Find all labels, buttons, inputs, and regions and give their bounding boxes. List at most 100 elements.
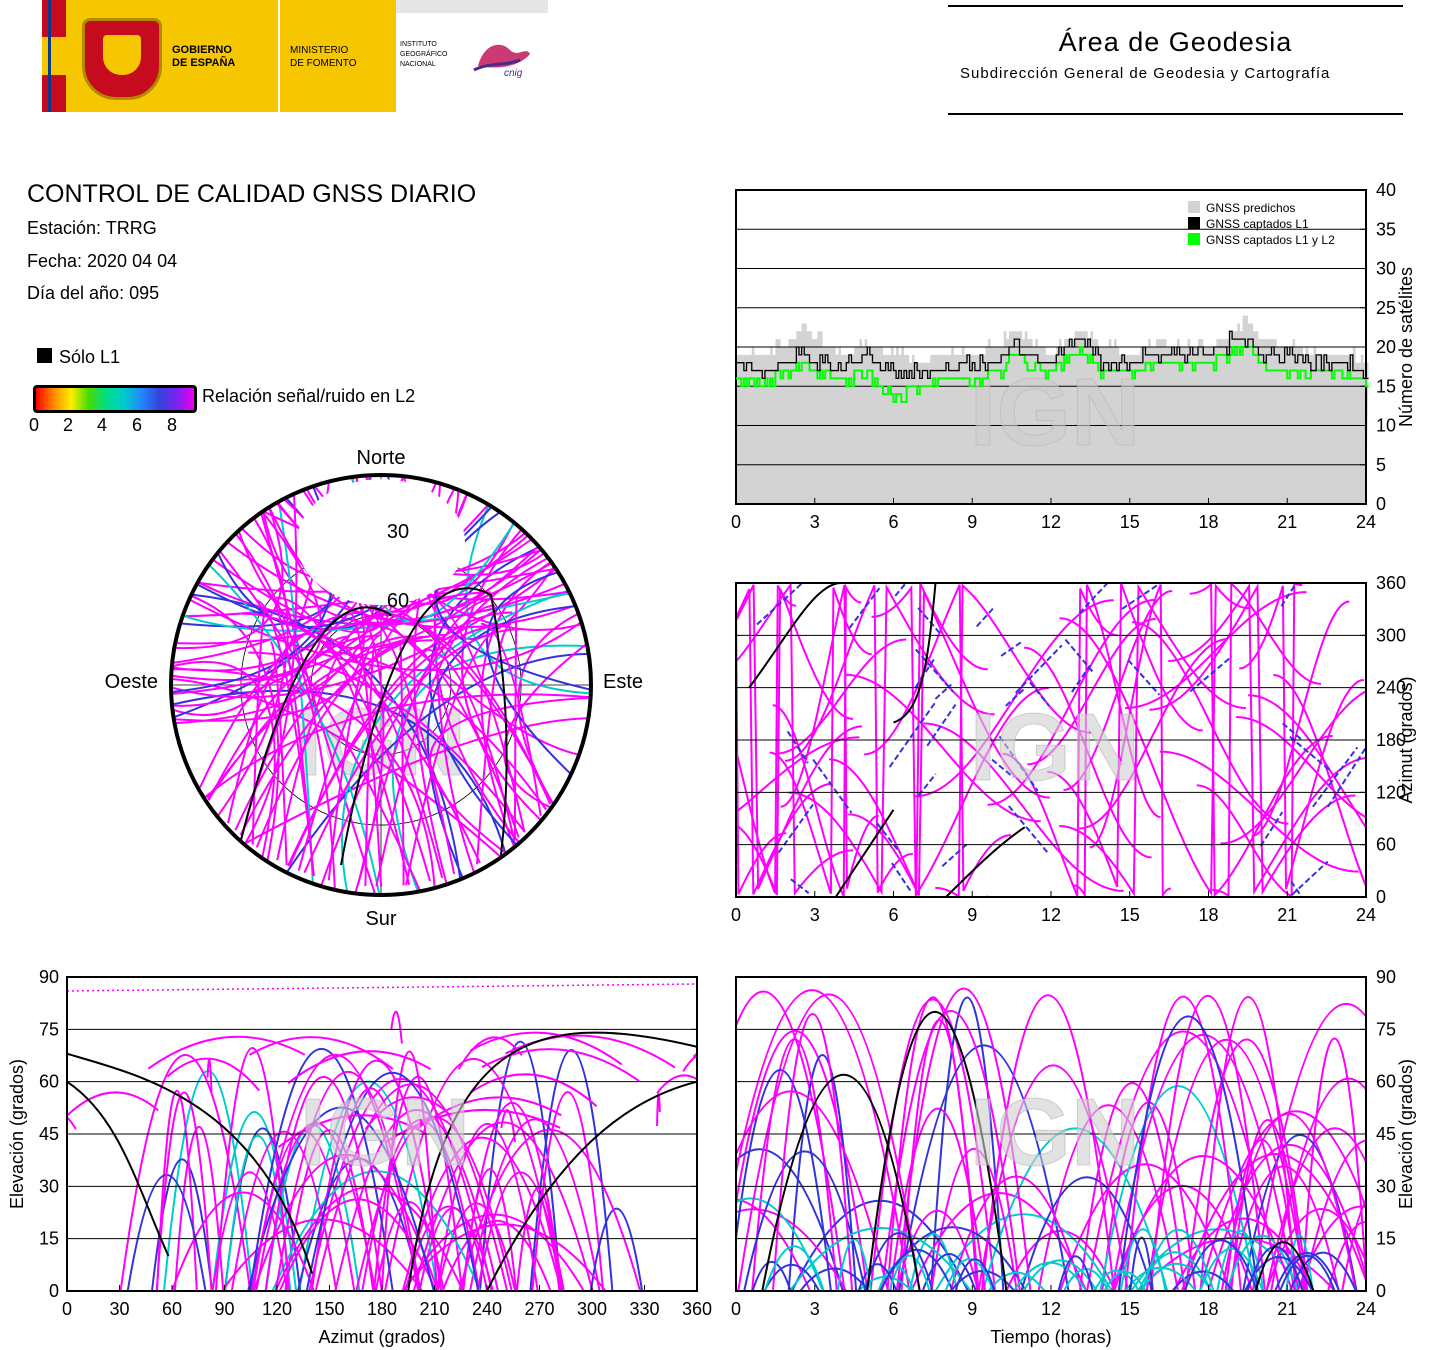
label-north: Norte xyxy=(357,447,406,469)
low-snr-track xyxy=(894,583,908,597)
elev-track xyxy=(211,1171,289,1291)
legend-swatch xyxy=(1188,233,1200,245)
y-tick-label: 300 xyxy=(1376,625,1406,645)
satellite-track xyxy=(1073,584,1161,897)
elev-arc xyxy=(1020,1176,1154,1291)
high-elev-track xyxy=(481,1048,640,1082)
elev-track xyxy=(173,1125,225,1291)
high-elev-track xyxy=(349,1087,387,1121)
legend-label: GNSS captados L1 y L2 xyxy=(1206,233,1335,247)
sky-track xyxy=(248,651,526,833)
elev-arc xyxy=(1099,1085,1257,1291)
y-tick-label: 60 xyxy=(39,1072,59,1092)
high-elev-track xyxy=(67,1115,77,1130)
satellite-track xyxy=(1251,600,1350,838)
report-title: CONTROL DE CALIDAD GNSS DIARIO xyxy=(27,180,477,208)
x-tick-label: 30 xyxy=(109,1299,129,1319)
satellite-track xyxy=(923,722,1124,892)
elev-track xyxy=(401,1136,563,1291)
x-tick-label: 60 xyxy=(162,1299,182,1319)
satellite-track xyxy=(1149,583,1356,896)
low-elev-arc xyxy=(877,1265,915,1291)
min-line2: DE FOMENTO xyxy=(290,58,357,69)
l1-only-track xyxy=(748,583,842,689)
y-tick-label: 60 xyxy=(1376,835,1396,855)
x-tick-label: 18 xyxy=(1198,1299,1218,1319)
sky-track xyxy=(465,504,591,695)
y-tick-label: 5 xyxy=(1376,455,1386,475)
satellites-chart: 0 5 10 15 20 25 30 35 40 0 3 6 9 12 15 18 21 24 Número de … xyxy=(731,180,1416,532)
x-tick-label: 6 xyxy=(888,512,898,532)
x-tick-label: 270 xyxy=(524,1299,554,1319)
y-axis-label: Elevación (grados) xyxy=(7,1059,27,1209)
elev-track xyxy=(380,1050,438,1291)
y-tick-label: 75 xyxy=(1376,1019,1396,1039)
elev-track xyxy=(214,1047,290,1291)
elev-arc xyxy=(982,1127,1169,1291)
sky-track xyxy=(416,590,526,833)
high-elev-track xyxy=(656,1093,661,1127)
y-tick-label: 15 xyxy=(1376,1229,1396,1249)
elev-arc xyxy=(1199,1110,1366,1291)
x-tick-label: 24 xyxy=(1356,905,1376,925)
y-tick-label: 0 xyxy=(1376,1281,1386,1301)
ring-label-30: 30 xyxy=(387,521,409,543)
elev-track xyxy=(271,1170,482,1291)
satellite-track xyxy=(935,583,1092,897)
satellite-track xyxy=(769,587,872,895)
sky-track xyxy=(375,604,496,887)
low-elev-arc xyxy=(944,1258,995,1291)
ign-line1: INSTITUTO xyxy=(400,41,437,48)
high-elev-track xyxy=(248,1036,394,1070)
low-snr-track xyxy=(1259,811,1284,847)
sky-track xyxy=(513,595,518,841)
low-elev-arc xyxy=(1119,1228,1167,1291)
elev-arc xyxy=(1301,1037,1366,1291)
sky-track xyxy=(275,596,411,886)
elev-arc xyxy=(934,1213,1113,1291)
low-elev-arc xyxy=(1141,1228,1215,1291)
low-snr-track xyxy=(1290,880,1303,897)
low-elev-arc xyxy=(954,1258,996,1291)
sky-track xyxy=(237,530,540,650)
y-tick-label: 75 xyxy=(39,1019,59,1039)
elev-track xyxy=(515,1187,561,1291)
satellite-track xyxy=(1248,694,1366,830)
area-subtitle: Subdirección General de Geodesia y Carto… xyxy=(960,65,1331,82)
low-elev-arc xyxy=(987,1271,1046,1291)
l1-only-track xyxy=(407,1031,697,1291)
cnig-text: cnig xyxy=(504,68,523,79)
station-label: Estación: TRRG xyxy=(27,218,157,238)
low-snr-track xyxy=(876,822,901,854)
x-tick-label: 3 xyxy=(810,512,820,532)
x-tick-label: 15 xyxy=(1120,1299,1140,1319)
elev-arc xyxy=(736,1197,824,1291)
elev-arc xyxy=(1199,996,1297,1291)
elev-arc xyxy=(1230,1119,1306,1291)
x-tick-label: 24 xyxy=(1356,512,1376,532)
sky-track xyxy=(243,717,589,845)
satellite-track xyxy=(1125,591,1307,710)
sky-track xyxy=(255,599,315,877)
low-snr-track xyxy=(786,730,809,764)
gobierno-logo: GOBIERNO DE ESPAÑA xyxy=(42,0,278,112)
sky-track xyxy=(480,560,552,848)
x-tick-label: 12 xyxy=(1041,512,1061,532)
low-snr-track xyxy=(1029,681,1050,707)
elev-arc xyxy=(895,987,1032,1291)
elev-arc xyxy=(791,1200,969,1291)
l1-only-track xyxy=(834,809,895,897)
sky-track xyxy=(174,506,284,649)
gob-line1: GOBIERNO xyxy=(172,44,232,56)
elev-track xyxy=(230,1130,338,1291)
elev-track xyxy=(252,1153,439,1291)
satellite-track xyxy=(1079,638,1228,830)
snr-label: Relación señal/ruido en L2 xyxy=(202,386,416,406)
ign-watermark: IGN xyxy=(970,1079,1141,1186)
plot-frame xyxy=(735,976,1367,1292)
elev-arc xyxy=(736,1148,844,1291)
ign-line3: NACIONAL xyxy=(400,61,436,68)
low-snr-track xyxy=(934,683,952,700)
